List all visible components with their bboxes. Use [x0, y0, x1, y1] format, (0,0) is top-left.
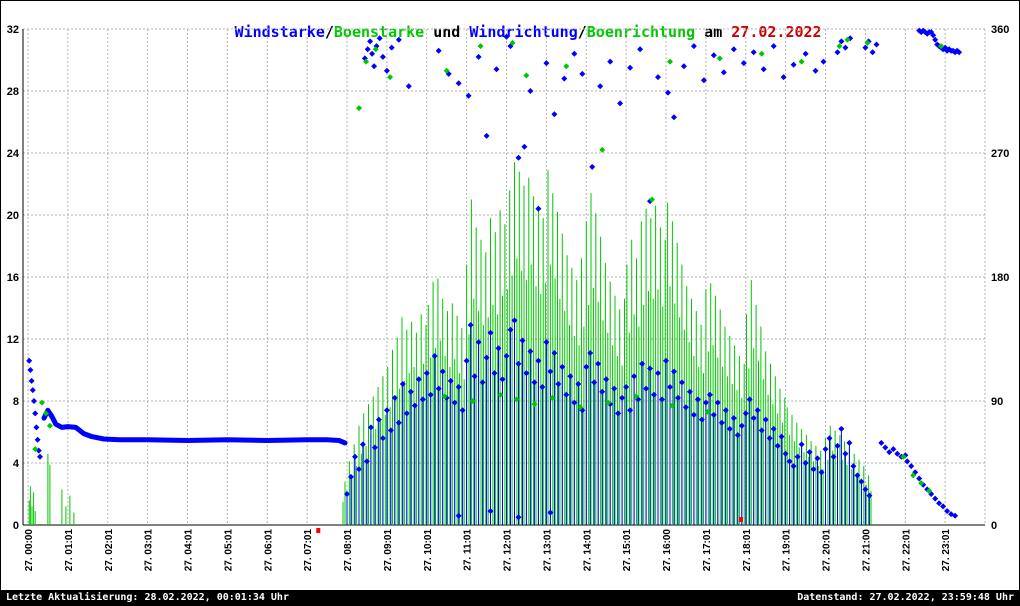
svg-text:27. 22:01: 27. 22:01	[901, 529, 912, 572]
svg-text:32: 32	[7, 24, 19, 36]
svg-text:0: 0	[13, 520, 19, 532]
svg-text:27. 18:01: 27. 18:01	[742, 529, 753, 572]
svg-text:27. 03:01: 27. 03:01	[144, 529, 155, 572]
svg-text:27. 06:01: 27. 06:01	[263, 529, 274, 572]
svg-text:16: 16	[7, 272, 19, 284]
title-boenstarke-label: Boenstarke	[333, 23, 425, 41]
chart-title: Windstarke/Boenstarke und Windrichtung/B…	[1, 5, 1019, 59]
svg-text:27. 23:01: 27. 23:01	[941, 529, 952, 572]
svg-text:24: 24	[7, 148, 20, 160]
svg-text:27. 07:01: 27. 07:01	[303, 529, 314, 572]
svg-text:27. 21:00: 27. 21:00	[861, 529, 872, 572]
title-date: 27.02.2022	[731, 23, 822, 41]
svg-text:270: 270	[991, 148, 1009, 160]
title-windrichtung-label: Windrichtung	[469, 23, 578, 41]
svg-text:90: 90	[991, 396, 1003, 408]
title-und: und	[424, 23, 470, 41]
svg-text:27. 00:00: 27. 00:00	[24, 529, 35, 572]
svg-text:12: 12	[7, 334, 19, 346]
last-update-text: Letzte Aktualisierung: 28.02.2022, 00:01…	[6, 592, 289, 603]
svg-text:8: 8	[13, 396, 19, 408]
svg-text:360: 360	[991, 24, 1009, 36]
svg-text:27. 17:01: 27. 17:01	[702, 529, 713, 572]
svg-text:27. 04:01: 27. 04:01	[184, 529, 195, 572]
data-state-text: Datenstand: 27.02.2022, 23:59:48 Uhr	[797, 592, 1014, 603]
svg-text:27. 09:01: 27. 09:01	[383, 529, 394, 572]
svg-text:27. 12:01: 27. 12:01	[503, 529, 514, 572]
svg-text:27. 14:01: 27. 14:01	[582, 529, 593, 572]
svg-text:27. 02:01: 27. 02:01	[104, 529, 115, 572]
svg-text:27. 05:01: 27. 05:01	[223, 529, 234, 572]
svg-text:27. 20:01: 27. 20:01	[822, 529, 833, 572]
title-boenrichtung-label: Boenrichtung	[586, 23, 696, 41]
title-am: am	[695, 23, 732, 41]
svg-text:27. 15:01: 27. 15:01	[622, 529, 633, 572]
svg-text:27. 13:01: 27. 13:01	[542, 529, 553, 572]
svg-text:0: 0	[991, 520, 997, 532]
title-windstarke-label: Windstarke	[234, 23, 325, 41]
svg-text:27. 10:01: 27. 10:01	[423, 529, 434, 572]
title-slash-1: /	[324, 23, 334, 41]
title-slash-2: /	[577, 23, 587, 41]
svg-text:27. 11:01: 27. 11:01	[463, 529, 474, 571]
svg-text:27. 16:00: 27. 16:00	[662, 529, 673, 572]
svg-text:4: 4	[13, 458, 20, 470]
footer-bar: Letzte Aktualisierung: 28.02.2022, 00:01…	[1, 590, 1019, 605]
svg-text:27. 19:01: 27. 19:01	[782, 529, 793, 572]
svg-text:27. 01:01: 27. 01:01	[64, 529, 75, 572]
svg-text:27. 08:01: 27. 08:01	[343, 529, 354, 572]
svg-text:28: 28	[7, 86, 19, 98]
svg-text:180: 180	[991, 272, 1009, 284]
svg-text:20: 20	[7, 210, 19, 222]
